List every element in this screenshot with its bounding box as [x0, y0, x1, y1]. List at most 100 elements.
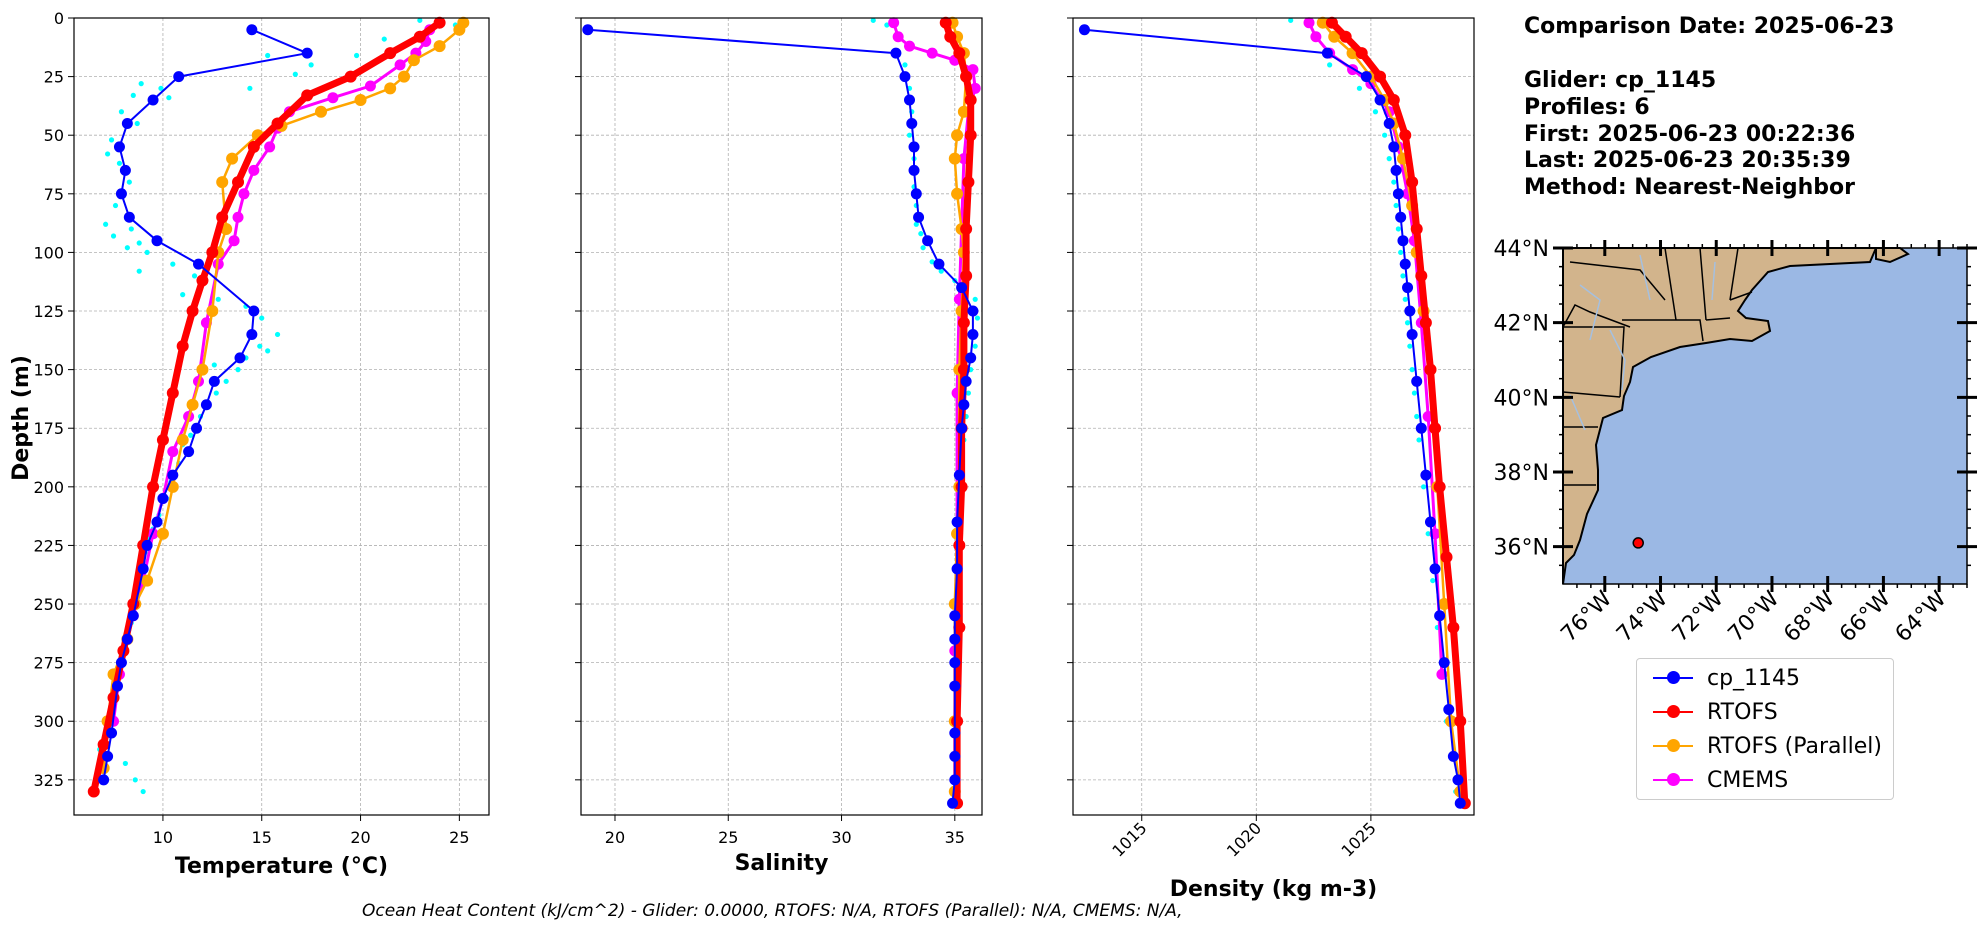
series-point-glider	[899, 71, 911, 83]
series-point-rtofs	[1429, 422, 1442, 435]
series-point-rtofs	[951, 715, 964, 728]
series-point-cmems	[248, 164, 260, 176]
series-point-rtofs-parallel	[226, 152, 239, 165]
x-tick-label: 20	[350, 828, 370, 847]
series-point-rtofs-parallel	[407, 54, 420, 67]
raw-glider-point	[884, 22, 890, 28]
legend-label: RTOFS (Parallel)	[1707, 733, 1882, 759]
raw-glider-point	[215, 296, 221, 302]
series-point-rtofs	[186, 305, 199, 318]
series-point-glider	[1411, 375, 1423, 387]
y-tick-label: 50	[44, 126, 64, 145]
raw-glider-point	[972, 296, 978, 302]
series-point-glider	[1438, 657, 1450, 669]
series-point-glider	[910, 188, 922, 200]
series-point-glider	[949, 680, 961, 692]
y-tick-label: 75	[44, 185, 64, 204]
series-point-glider	[147, 94, 159, 106]
y-tick-label: 300	[33, 712, 64, 731]
raw-glider-point	[265, 52, 271, 59]
series-point-rtofs	[1424, 363, 1437, 376]
map-land	[1562, 247, 1878, 585]
series-point-rtofs	[384, 47, 397, 60]
raw-glider-point	[1386, 156, 1392, 162]
series-point-cmems	[364, 80, 376, 92]
series-point-rtofs	[196, 274, 209, 287]
series-point-glider	[951, 516, 963, 528]
series-point-glider	[949, 633, 961, 645]
series-point-cmems	[228, 235, 240, 247]
series-point-glider	[119, 164, 131, 176]
raw-glider-point	[913, 221, 919, 227]
series-point-glider	[200, 399, 212, 411]
series-point-rtofs	[955, 480, 968, 493]
series-point-rtofs	[344, 70, 357, 83]
y-tick-label: 0	[54, 9, 64, 28]
series-point-glider	[1374, 94, 1386, 106]
series-point-rtofs-parallel	[948, 152, 961, 165]
x-tick-label: 10	[153, 828, 173, 847]
series-point-rtofs	[271, 117, 284, 130]
x-tick-label: 35	[945, 828, 965, 847]
series-point-rtofs	[953, 621, 966, 634]
raw-glider-point	[104, 151, 111, 157]
info-method: Method: Nearest-Neighbor	[1524, 175, 1855, 200]
raw-glider-point	[158, 85, 164, 91]
series-point-cmems	[904, 40, 916, 52]
x-tick-label: 1015	[1108, 818, 1150, 860]
series-point-glider	[890, 47, 902, 59]
raw-glider-point	[1356, 85, 1363, 91]
temperature-panel: 10 15 20 2502550751001251501752002252502753…	[33, 9, 490, 879]
series-point-glider	[123, 211, 135, 223]
series-point-rtofs-parallel	[1316, 16, 1329, 29]
series-point-rtofs-parallel	[315, 105, 328, 118]
legend: cp_1145 RTOFS RTOFS (Parallel) CMEMS	[1636, 658, 1894, 800]
info-last: Last: 2025-06-23 20:35:39	[1524, 148, 1851, 173]
series-point-rtofs	[1387, 94, 1400, 107]
series-point-rtofs	[1410, 222, 1423, 235]
map-lon-label: 76°W	[1556, 586, 1617, 647]
series-point-rtofs-parallel	[216, 176, 229, 189]
series-point-glider	[906, 117, 918, 129]
series-point-rtofs	[1374, 70, 1387, 83]
series-point-glider	[1388, 141, 1400, 153]
series-point-glider	[193, 258, 204, 270]
map-lat-label: 42°N	[1494, 312, 1549, 337]
raw-glider-point	[1382, 132, 1388, 138]
series-point-rtofs	[107, 691, 120, 704]
series-point-glider	[246, 328, 258, 340]
raw-glider-point	[130, 92, 136, 98]
x-tick-label: 25	[449, 828, 469, 847]
series-point-glider	[115, 657, 127, 669]
raw-glider-point	[140, 788, 146, 795]
raw-glider-point	[247, 85, 253, 91]
series-point-glider	[1399, 258, 1411, 270]
series-point-cmems	[1303, 17, 1315, 29]
series-point-rtofs	[960, 222, 973, 235]
legend-swatch-cmems	[1647, 765, 1699, 795]
series-point-glider	[958, 399, 970, 411]
raw-glider-point	[136, 268, 142, 274]
info-comparison-date: Comparison Date: 2025-06-23	[1524, 14, 1895, 39]
series-point-glider	[922, 235, 934, 247]
series-point-rtofs	[944, 30, 957, 43]
series-point-rtofs	[1339, 30, 1352, 43]
density-panel: 1015 1020 1025 Density (kg m-3)	[1067, 16, 1475, 902]
location-map: 44°N 42°N 40°N 38°N 36°N 76°W74°W72°W70°W68°…	[1494, 237, 1977, 647]
series-point-glider	[949, 657, 961, 669]
series-point-rtofs	[1325, 16, 1338, 29]
series-point-rtofs	[156, 433, 169, 446]
glider-position-marker	[1632, 537, 1644, 549]
raw-glider-point	[110, 233, 117, 239]
raw-glider-point	[187, 432, 194, 438]
series-point-glider	[956, 422, 968, 434]
series-point-rtofs-parallel	[156, 527, 169, 540]
raw-glider-point	[103, 221, 109, 227]
series-point-rtofs	[960, 269, 973, 282]
raw-glider-point	[1327, 62, 1333, 68]
legend-swatch-glider	[1647, 663, 1699, 693]
series-point-glider	[1424, 516, 1436, 528]
series-point-rtofs	[1440, 551, 1453, 564]
map-lat-label: 38°N	[1494, 461, 1549, 486]
series-point-glider	[1443, 704, 1455, 716]
